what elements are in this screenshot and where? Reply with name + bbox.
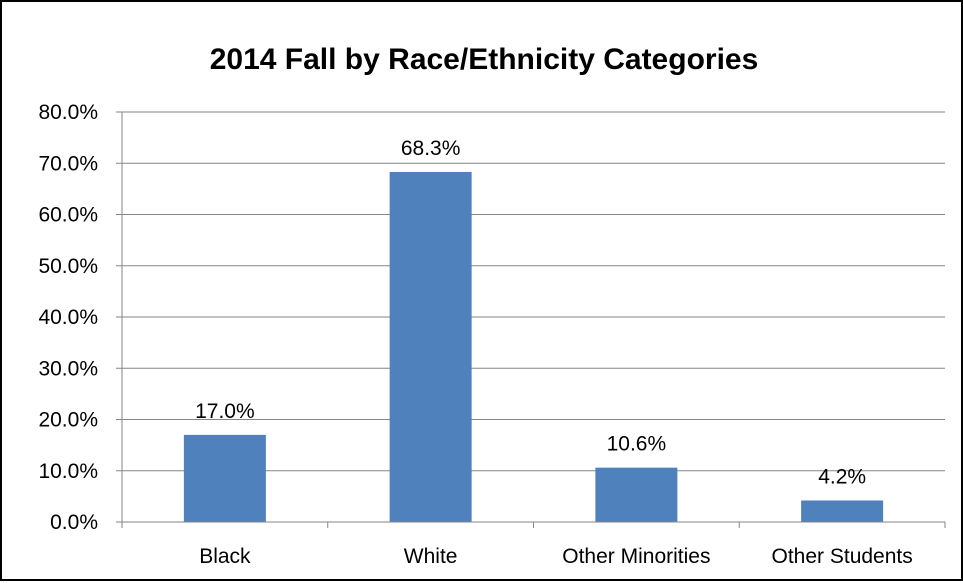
bar xyxy=(801,500,884,522)
y-tick-label: 10.0% xyxy=(38,460,98,483)
y-tick-label: 0.0% xyxy=(50,511,98,534)
data-label: 17.0% xyxy=(195,400,255,423)
x-category-label: White xyxy=(404,545,458,568)
bar xyxy=(389,171,472,522)
x-category-label: Other Students xyxy=(772,545,913,568)
y-tick-label: 50.0% xyxy=(38,255,98,278)
y-axis: 0.0% 10.0% 20.0% 30.0% 40.0% 50.0% 60.0% 70.0% 8… xyxy=(38,101,123,534)
gridlines xyxy=(122,111,945,472)
y-tick-label: 40.0% xyxy=(38,306,98,329)
y-tick-label: 80.0% xyxy=(38,101,98,124)
y-tick-label: 70.0% xyxy=(38,152,98,175)
data-label: 10.6% xyxy=(607,433,667,456)
bar xyxy=(595,467,678,522)
y-tick-label: 20.0% xyxy=(38,409,98,432)
y-tick-label: 60.0% xyxy=(38,204,98,227)
x-category-label: Other Minorities xyxy=(562,545,710,568)
data-label: 68.3% xyxy=(401,137,461,160)
bar xyxy=(183,434,266,522)
data-label: 4.2% xyxy=(818,465,866,488)
x-axis: Black White Other Minorities Other Students xyxy=(121,521,946,568)
chart-title: 2014 Fall by Race/Ethnicity Categories xyxy=(210,43,759,76)
y-tick-label: 30.0% xyxy=(38,357,98,380)
bars: 17.0% 68.3% 10.6% 4.2% xyxy=(183,137,884,522)
x-category-label: Black xyxy=(199,545,251,568)
